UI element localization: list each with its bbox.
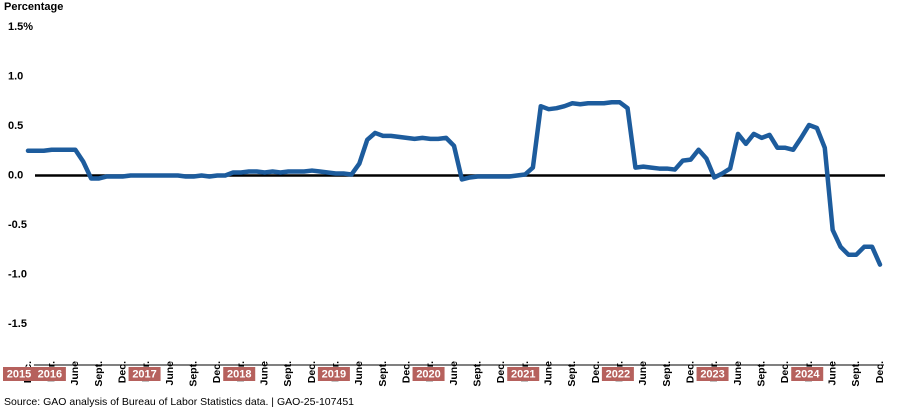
x-tick-label: Dec. [306, 361, 318, 383]
x-tick-label: June [826, 361, 838, 386]
y-tick-label: -1.5 [8, 318, 27, 330]
year-box [507, 367, 540, 381]
x-tick-label: June [732, 361, 744, 386]
y-tick-label: 0.5 [8, 120, 23, 132]
year-label: 2020 [416, 368, 440, 380]
year-label: 2024 [795, 368, 820, 380]
year-label: 2019 [322, 368, 346, 380]
x-tick-label: June [258, 361, 270, 386]
year-label: 2015 [7, 368, 31, 380]
y-tick-label: 1.0 [8, 70, 23, 82]
year-box [128, 367, 161, 381]
year-box [317, 367, 350, 381]
x-tick-label: Dec. [590, 361, 602, 383]
x-tick-label: Dec. [116, 361, 128, 383]
x-tick-label: Sept. [755, 361, 767, 387]
y-tick-label: 0.0 [8, 169, 23, 181]
year-label: 2023 [700, 368, 724, 380]
year-box [223, 367, 256, 381]
year-label: 2017 [132, 368, 156, 380]
year-box [33, 367, 66, 381]
x-tick-label: Sept. [187, 361, 199, 387]
x-tick-label: Dec. [874, 361, 886, 383]
x-tick-label: June [69, 361, 81, 386]
x-tick-label: June [164, 361, 176, 386]
year-label: 2016 [38, 368, 62, 380]
year-label: 2022 [606, 368, 630, 380]
source-note: Source: GAO analysis of Bureau of Labor … [4, 396, 354, 408]
x-tick-label: Sept. [93, 361, 105, 387]
x-tick-label: June [542, 361, 554, 386]
year-box [412, 367, 445, 381]
x-tick-label: Sept. [661, 361, 673, 387]
year-box [696, 367, 729, 381]
x-tick-label: Dec. [400, 361, 412, 383]
data-line [25, 99, 883, 267]
x-tick-label: Sept. [282, 361, 294, 387]
x-tick-label: Dec. [684, 361, 696, 383]
y-axis-label: Percentage [4, 1, 63, 13]
x-tick-label: Sept. [377, 361, 389, 387]
y-tick-label: -1.0 [8, 268, 27, 280]
year-box [601, 367, 634, 381]
year-label: 2021 [511, 368, 535, 380]
x-tick-label: June [637, 361, 649, 386]
y-tick-label: -0.5 [8, 219, 27, 231]
x-tick-label: Sept. [566, 361, 578, 387]
x-tick-label: Dec. [779, 361, 791, 383]
year-box [3, 367, 35, 381]
x-tick-label: June [353, 361, 365, 386]
x-tick-label: Dec. [211, 361, 223, 383]
year-label: 2018 [227, 368, 251, 380]
x-tick-label: Sept. [850, 361, 862, 387]
x-tick-label: Sept. [471, 361, 483, 387]
year-box [791, 367, 824, 381]
y-tick-label: 1.5% [8, 21, 33, 33]
x-tick-label: Dec. [495, 361, 507, 383]
x-tick-label: June [448, 361, 460, 386]
